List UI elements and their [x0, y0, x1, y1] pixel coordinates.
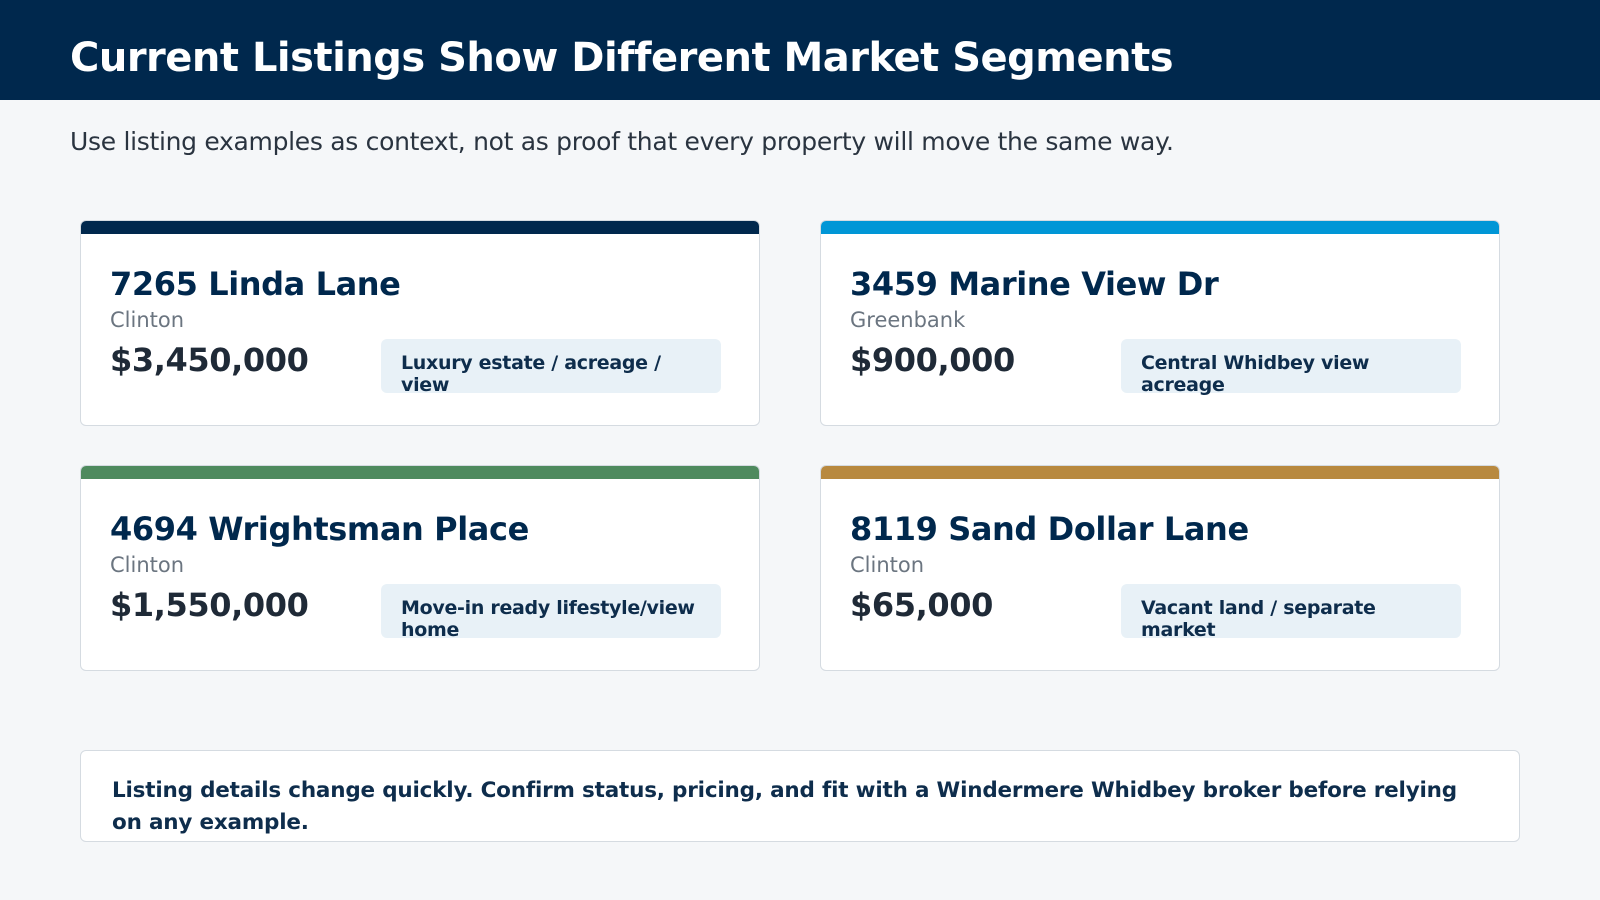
listing-segment-tag: Move-in ready lifestyle/view home [381, 584, 721, 641]
listing-address: 4694 Wrightsman Place [110, 510, 529, 548]
listing-address: 8119 Sand Dollar Lane [850, 510, 1249, 548]
card-accent-bar [821, 221, 1499, 234]
card-accent-bar [81, 221, 759, 234]
listing-price: $900,000 [850, 341, 1015, 379]
disclaimer-note: Listing details change quickly. Confirm … [80, 750, 1520, 842]
card-accent-bar [821, 466, 1499, 479]
listing-city: Clinton [110, 308, 185, 332]
page-title: Current Listings Show Different Market S… [70, 35, 1174, 81]
listing-price: $1,550,000 [110, 586, 309, 624]
listing-segment-tag: Luxury estate / acreage / view [381, 339, 721, 396]
card-accent-bar [81, 466, 759, 479]
listing-card: 3459 Marine View Dr Greenbank $900,000 C… [820, 220, 1500, 426]
listing-city: Clinton [850, 553, 925, 577]
listing-address: 7265 Linda Lane [110, 265, 401, 303]
listing-card: 4694 Wrightsman Place Clinton $1,550,000… [80, 465, 760, 671]
listing-card: 8119 Sand Dollar Lane Clinton $65,000 Va… [820, 465, 1500, 671]
listing-city: Clinton [110, 553, 185, 577]
listing-segment-tag: Central Whidbey view acreage [1121, 339, 1461, 396]
listing-city: Greenbank [850, 308, 966, 332]
listing-segment-tag: Vacant land / separate market [1121, 584, 1461, 641]
header-banner: Current Listings Show Different Market S… [0, 0, 1600, 100]
listing-price: $3,450,000 [110, 341, 309, 379]
listing-card: 7265 Linda Lane Clinton $3,450,000 Luxur… [80, 220, 760, 426]
page-subtitle: Use listing examples as context, not as … [70, 127, 1174, 156]
listing-price: $65,000 [850, 586, 993, 624]
listing-address: 3459 Marine View Dr [850, 265, 1219, 303]
